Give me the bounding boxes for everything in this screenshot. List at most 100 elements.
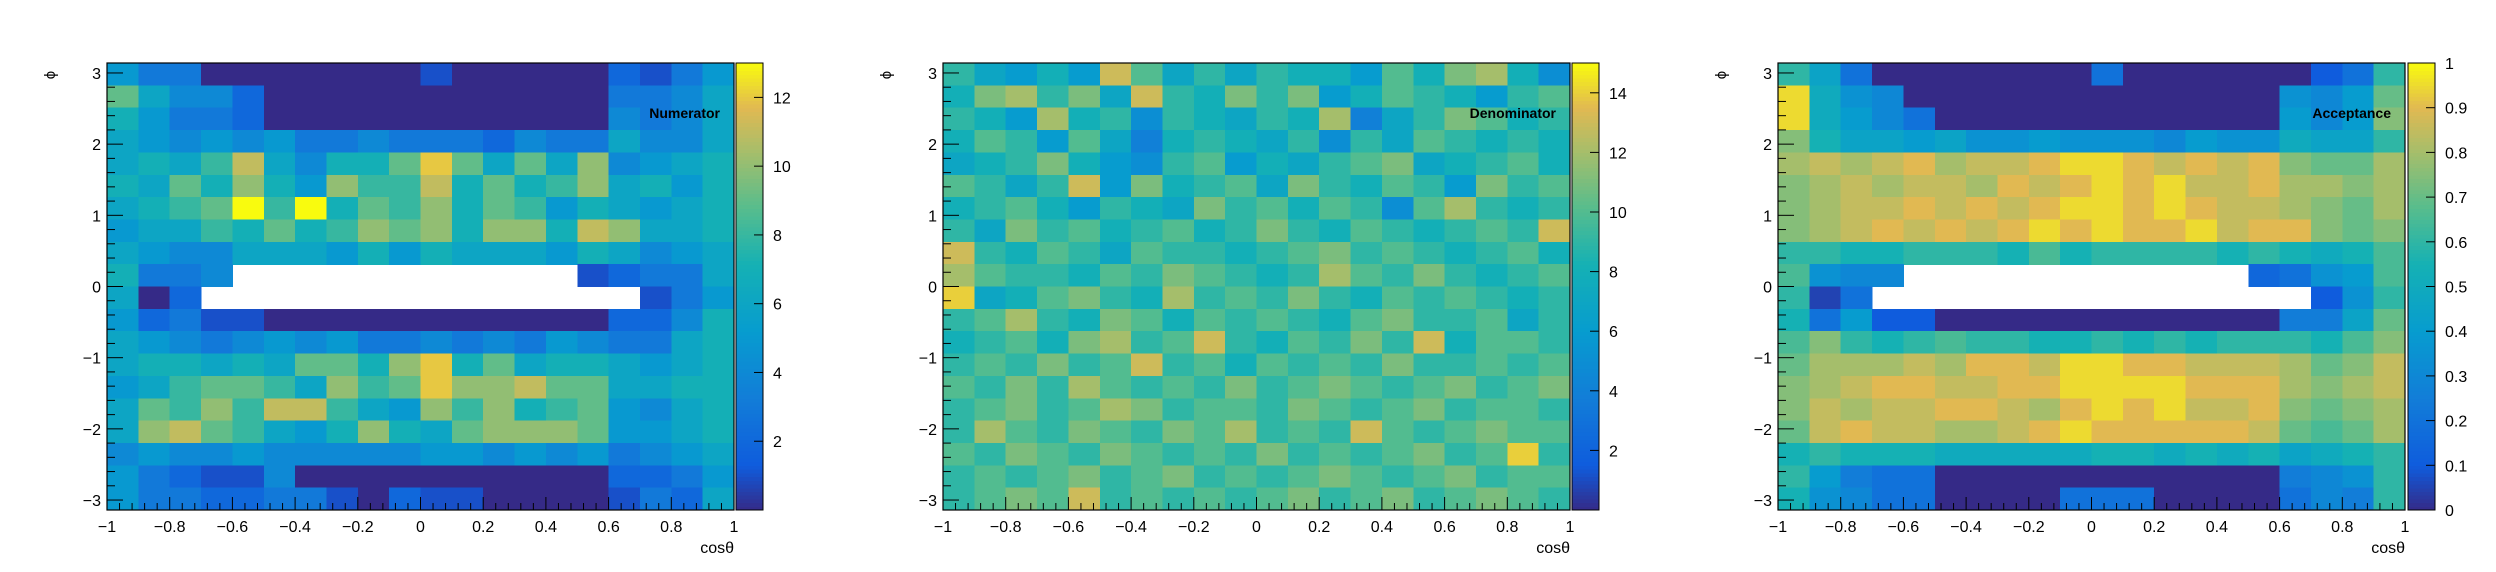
heatmap-cell [263, 398, 296, 422]
heatmap-cell [1068, 107, 1101, 131]
colorbar-band [1572, 159, 1599, 165]
colorbar-tick-label: 0.8 [2445, 145, 2467, 162]
colorbar-band [736, 238, 763, 243]
heatmap-cell [2091, 174, 2124, 198]
heatmap-cell [2373, 420, 2406, 444]
heatmap-cell [1997, 331, 2030, 355]
heatmap-cell [1381, 63, 1414, 86]
colorbar-band [1572, 77, 1599, 83]
heatmap-cell [1225, 353, 1258, 377]
heatmap-cell [1966, 63, 1999, 86]
heatmap-cell [357, 219, 390, 243]
heatmap-cell [1444, 63, 1477, 86]
heatmap-cell [451, 241, 484, 265]
colorbar-band [736, 230, 763, 235]
heatmap-cell [357, 331, 390, 355]
colorbar-band [736, 103, 763, 109]
heatmap-cell [1131, 197, 1164, 221]
heatmap-cell [1413, 197, 1446, 221]
heatmap-cell [1381, 241, 1414, 265]
heatmap-cell [2060, 375, 2093, 399]
colorbar-band [736, 111, 763, 116]
colorbar-band [736, 353, 763, 358]
heatmap-cell [974, 107, 1007, 131]
heatmap-cell [483, 487, 516, 511]
heatmap-cell [1099, 264, 1132, 288]
heatmap-cell [1507, 308, 1540, 332]
colorbar-band [2408, 476, 2435, 481]
heatmap-cell [1934, 219, 1967, 243]
heatmap-cell [1005, 197, 1038, 221]
colorbar-band [736, 457, 763, 463]
colorbar-band [1572, 163, 1599, 168]
heatmap-cell [577, 174, 610, 198]
heatmap-cell [169, 107, 202, 131]
colorbar-band [2408, 111, 2435, 116]
colorbar-band [736, 383, 763, 388]
heatmap-cell [1538, 420, 1571, 444]
heatmap-cell [389, 442, 422, 466]
x-tick-label: 0.4 [535, 519, 557, 536]
colorbar-band [736, 223, 763, 228]
heatmap-cell [577, 331, 610, 355]
heatmap-cell [1903, 174, 1936, 198]
heatmap-cell [1350, 465, 1383, 489]
heatmap-cell [577, 152, 610, 176]
heatmap-cell [483, 420, 516, 444]
heatmap-cell [2216, 63, 2249, 86]
heatmap-cell [1381, 331, 1414, 355]
heatmap-cell [943, 152, 975, 176]
heatmap-cell [389, 420, 422, 444]
x-tick-label: 0 [2087, 519, 2096, 536]
heatmap-cell [974, 375, 1007, 399]
heatmap-cell [702, 107, 735, 131]
heatmap-cell [1997, 442, 2030, 466]
colorbar-band [2408, 346, 2435, 351]
heatmap-cell [2342, 107, 2375, 131]
heatmap-cell [2028, 420, 2061, 444]
heatmap-cell [1005, 152, 1038, 176]
heatmap-cell [1381, 398, 1414, 422]
heatmap-cell [545, 308, 578, 332]
heatmap-cell [702, 130, 735, 153]
heatmap-cell [263, 331, 296, 355]
heatmap-cell [1872, 353, 1904, 377]
heatmap-cell [1068, 63, 1101, 86]
y-tick-label: −2 [83, 422, 101, 439]
colorbar-band [1572, 320, 1599, 325]
heatmap-cell [545, 219, 578, 243]
heatmap-cell [389, 398, 422, 422]
heatmap-cell [1872, 174, 1904, 198]
heatmap-cell [263, 487, 296, 511]
colorbar-band [736, 401, 763, 407]
heatmap-cell [1193, 487, 1226, 511]
colorbar-band [1572, 226, 1599, 232]
heatmap-cell [295, 174, 328, 198]
colorbar-band [736, 472, 763, 478]
heatmap-cell [1193, 130, 1226, 153]
colorbar-band [1572, 461, 1599, 466]
heatmap-cell [232, 331, 265, 355]
heatmap-cell [389, 465, 422, 489]
heatmap-cell [1903, 308, 1936, 332]
heatmap-cell [639, 308, 672, 332]
heatmap-cell [1809, 442, 1842, 466]
heatmap-cell [943, 375, 975, 399]
heatmap-cell [1903, 331, 1936, 355]
colorbar-band [2408, 148, 2435, 154]
colorbar-band [2408, 394, 2435, 399]
heatmap-cell [1225, 331, 1258, 355]
heatmap-cell [1068, 85, 1101, 109]
heatmap-cell [2310, 107, 2343, 131]
colorbar-band [736, 305, 763, 310]
colorbar-band [736, 141, 763, 146]
heatmap-cell [389, 152, 422, 176]
heatmap-cell [1287, 107, 1320, 131]
colorbar-band [736, 66, 763, 72]
heatmap-cell [974, 420, 1007, 444]
heatmap-cell [702, 241, 735, 265]
colorbar-band [736, 435, 763, 440]
colorbar-band [1572, 219, 1599, 224]
y-tick-label: −3 [1754, 493, 1772, 510]
heatmap-cell [357, 398, 390, 422]
